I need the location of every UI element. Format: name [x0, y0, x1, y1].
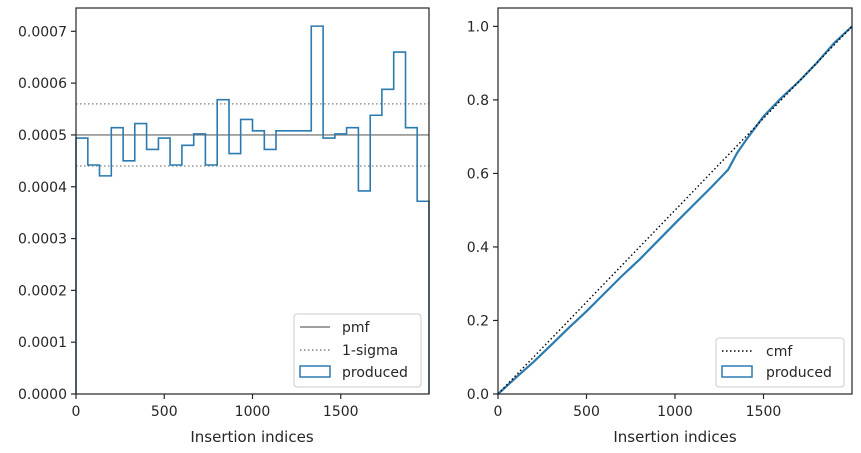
x-tick-label: 500 [151, 404, 178, 420]
y-tick-label: 0.0003 [18, 232, 67, 248]
y-tick-label: 0.0007 [18, 24, 67, 40]
y-tick-label: 0.0002 [18, 283, 67, 299]
histogram-x-axis-label: Insertion indices [190, 428, 313, 446]
legend-produced-label-right: produced [766, 365, 832, 381]
produced-cumulative-line [497, 25, 853, 395]
x-tick-label: 0 [494, 404, 503, 420]
histogram-panel: 0 500 1000 1500 0.0000 0.0001 0.0002 0.0003 0.00… [18, 7, 430, 446]
y-tick-label: 0.0001 [18, 335, 67, 351]
legend-produced-swatch [299, 365, 331, 378]
x-tick-label: 500 [573, 404, 600, 420]
histogram-legend-box [293, 313, 422, 388]
cumulative-marks [497, 25, 853, 395]
cumulative-ticks: 0 500 1000 1500 0.0 0.2 0.4 0.6 0.8 1.0 [467, 19, 782, 420]
x-tick-label: 1500 [746, 404, 782, 420]
y-tick-label: 0.6 [467, 166, 489, 182]
legend-produced-label: produced [342, 365, 408, 381]
x-tick-label: 1000 [657, 404, 693, 420]
y-tick-label: 0.0004 [18, 180, 67, 196]
y-tick-label: 1.0 [467, 19, 489, 35]
legend-cmf-label: cmf [766, 344, 793, 360]
y-tick-label: 0.0 [467, 387, 489, 403]
histogram-ticks: 0 500 1000 1500 0.0000 0.0001 0.0002 0.0003 0.00… [18, 24, 359, 420]
legend-produced-swatch-right [721, 365, 753, 378]
y-tick-label: 0.4 [467, 240, 489, 256]
cumulative-legend-box [715, 337, 845, 388]
cmf-line [497, 25, 853, 395]
cumulative-panel: 0 500 1000 1500 0.0 0.2 0.4 0.6 0.8 1.0 Insertion… [467, 7, 853, 446]
cumulative-axes-frame [497, 7, 853, 395]
x-tick-label: 1500 [323, 404, 359, 420]
x-tick-label: 0 [72, 404, 81, 420]
histogram-marks [75, 25, 430, 394]
x-tick-label: 1000 [235, 404, 271, 420]
y-tick-label: 0.8 [467, 93, 489, 109]
cumulative-x-axis-label: Insertion indices [613, 428, 736, 446]
cumulative-legend: cmf produced [715, 337, 845, 388]
y-tick-label: 0.0005 [18, 128, 67, 144]
y-tick-label: 0.2 [467, 313, 489, 329]
legend-sigma-label: 1-sigma [342, 343, 398, 359]
legend-pmf-label: pmf [342, 320, 371, 336]
histogram-legend: pmf 1-sigma produced [293, 313, 422, 388]
produced-histogram [75, 25, 430, 394]
y-tick-label: 0.0006 [18, 76, 67, 92]
y-tick-label: 0.0000 [18, 387, 67, 403]
